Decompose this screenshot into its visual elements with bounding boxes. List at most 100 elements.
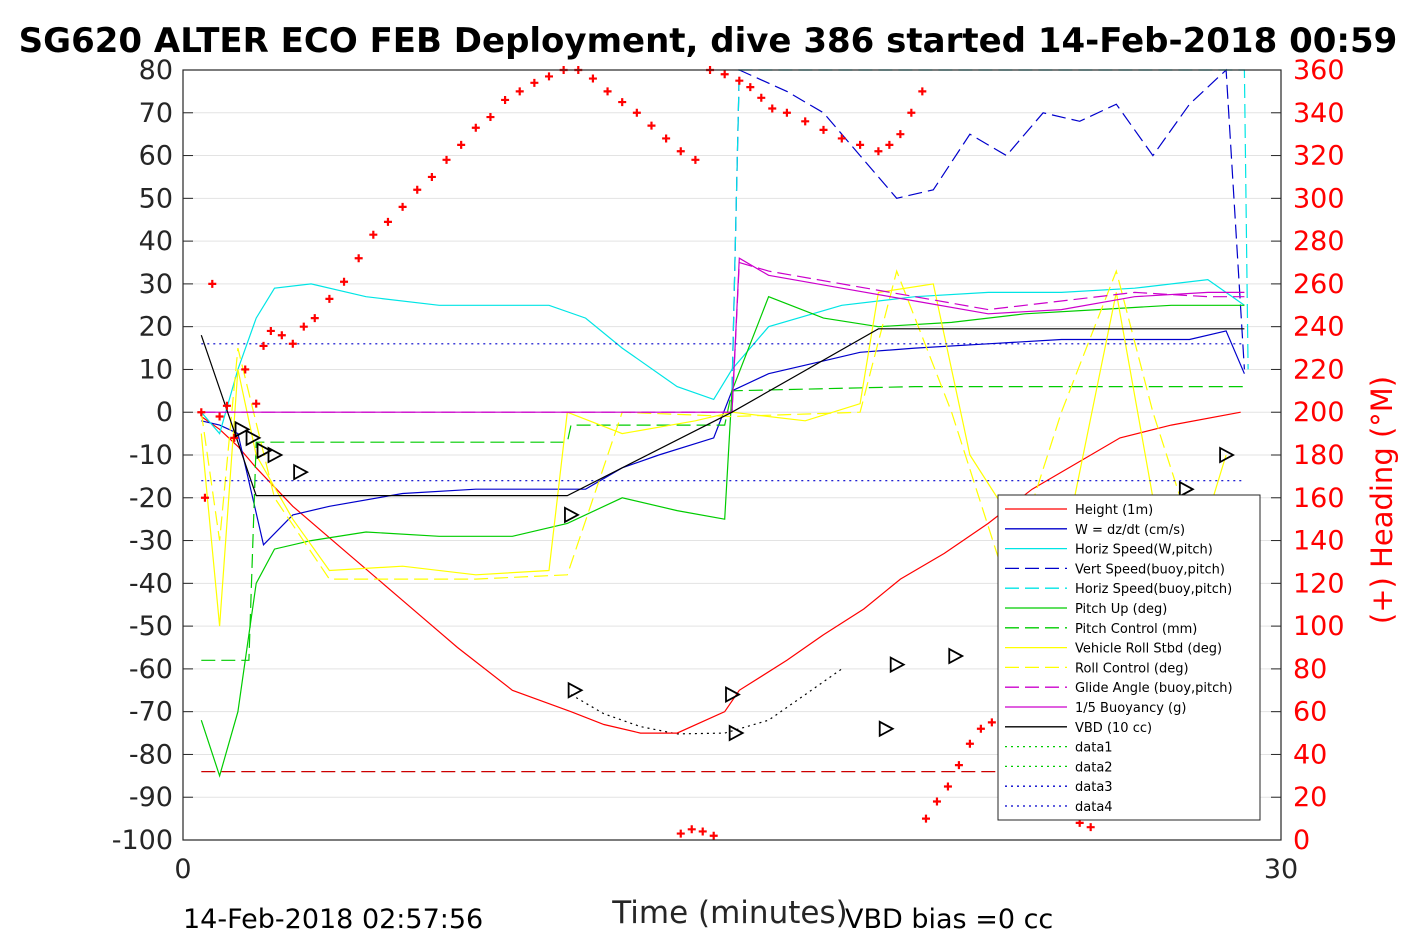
series-line-4: [731, 69, 1249, 391]
heading-point: [427, 172, 436, 181]
y-axis-right-label: (+) Heading (°M): [1365, 376, 1399, 624]
heading-point: [768, 104, 777, 113]
heading-point: [545, 72, 553, 81]
heading-point: [588, 74, 597, 83]
heading-point: [310, 314, 319, 323]
heading-point: [222, 401, 231, 410]
y-tick-label: -70: [129, 697, 173, 728]
legend-label: 1/5 Buoyancy (g): [1075, 701, 1186, 716]
heading-point: [735, 76, 744, 85]
y-tick-label: -50: [129, 611, 173, 642]
heading-point: [259, 341, 268, 350]
triangle-marker: [1219, 446, 1235, 464]
heading-point: [782, 108, 791, 117]
heading-point: [662, 134, 671, 143]
y-right-tick-label: 340: [1293, 98, 1345, 129]
heading-point: [676, 829, 685, 838]
legend-label: Pitch Control (mm): [1075, 622, 1197, 637]
y-right-tick-label: 360: [1293, 55, 1345, 86]
legend-label: Pitch Up (deg): [1075, 602, 1167, 617]
legend-label: Glide Angle (buoy,pitch): [1075, 681, 1233, 696]
legend-label: Horiz Speed(W,pitch): [1075, 543, 1213, 558]
heading-point: [943, 782, 952, 791]
heading-point: [647, 121, 656, 130]
heading-point: [215, 412, 224, 421]
heading-point: [457, 140, 466, 149]
legend-label: data4: [1075, 800, 1113, 815]
y-right-tick-label: 100: [1293, 611, 1345, 642]
series-line-1: [201, 330, 1245, 547]
heading-point: [976, 724, 985, 733]
heading-point: [676, 147, 685, 156]
triangle-marker: [245, 429, 262, 447]
y-tick-label: -60: [129, 654, 173, 685]
heading-point: [932, 797, 941, 806]
triangle-marker: [267, 446, 284, 464]
heading-point: [325, 294, 334, 303]
series-line-2: [200, 278, 1245, 435]
y-right-tick-label: 280: [1293, 226, 1345, 257]
series-line-8: [200, 269, 1209, 586]
x-axis: 0 30: [174, 830, 1298, 885]
triangle-marker: [564, 506, 580, 524]
series-line-10: [201, 257, 1245, 413]
legend: Height (1m) W = dz/dt (cm/s) Horiz Speed(W…: [997, 494, 1261, 821]
y-right-tick-label: 80: [1293, 654, 1327, 685]
y-tick-label: -100: [112, 825, 173, 856]
triangle-marker: [878, 720, 895, 738]
y-tick-label: 30: [139, 269, 173, 300]
heading-point: [691, 155, 700, 164]
heading-point: [698, 827, 707, 836]
heading-point: [515, 87, 524, 96]
series-line-11: [200, 328, 1245, 497]
footer-vbd-bias: VBD bias =0 cc: [845, 904, 1053, 935]
heading-point: [954, 761, 963, 770]
heading-point: [837, 134, 846, 143]
heading-point: [486, 113, 495, 122]
heading-point: [230, 433, 239, 442]
y-right-tick-label: 160: [1293, 483, 1345, 514]
heading-point: [277, 331, 286, 340]
heading-point: [197, 408, 206, 417]
heading-point: [874, 147, 883, 156]
y-right-tick-label: 60: [1293, 697, 1327, 728]
legend-label: data1: [1075, 741, 1113, 756]
y-tick-label: 80: [139, 55, 173, 86]
chart-title: SG620 ALTER ECO FEB Deployment, dive 386…: [19, 21, 1398, 61]
legend-label: Roll Control (deg): [1075, 661, 1189, 676]
heading-point: [819, 125, 828, 134]
y-right-tick-label: 240: [1293, 312, 1345, 343]
y-right-tick-label: 260: [1293, 269, 1345, 300]
y-tick-label: 50: [139, 183, 173, 214]
heading-point: [965, 739, 974, 748]
heading-point: [918, 87, 927, 96]
legend-label: data3: [1075, 780, 1113, 795]
triangle-marker: [256, 442, 273, 460]
y-right-tick-label: 140: [1293, 526, 1345, 557]
heading-point: [530, 78, 539, 87]
heading-point: [369, 230, 378, 239]
heading-point: [603, 87, 612, 96]
triangle-marker: [1178, 480, 1195, 498]
y-tick-label: -30: [129, 526, 173, 557]
legend-label: Horiz Speed(buoy,pitch): [1075, 582, 1232, 597]
reference-line: [570, 668, 843, 735]
x-axis-label: Time (minutes): [611, 895, 847, 931]
triangle-marker: [234, 420, 251, 438]
heading-point: [709, 831, 718, 840]
y-axis-left: 80 70 60 50 40 30 20 10 0 -10 -20 -30 -40 -50 -60 -70 -8…: [112, 55, 193, 856]
triangle-marker: [948, 647, 965, 665]
heading-point: [632, 108, 641, 117]
triangle-marker: [725, 686, 741, 704]
y-tick-label: 70: [139, 98, 173, 129]
y-right-tick-label: 20: [1293, 782, 1327, 813]
heading-point: [1086, 823, 1095, 832]
footer-timestamp: 14-Feb-2018 02:57:56: [183, 904, 483, 935]
heading-point: [896, 130, 905, 139]
heading-point: [987, 718, 996, 727]
heading-point: [757, 93, 766, 102]
x-tick-label: 0: [174, 854, 191, 885]
heading-point: [687, 825, 696, 834]
heading-point: [354, 254, 363, 263]
